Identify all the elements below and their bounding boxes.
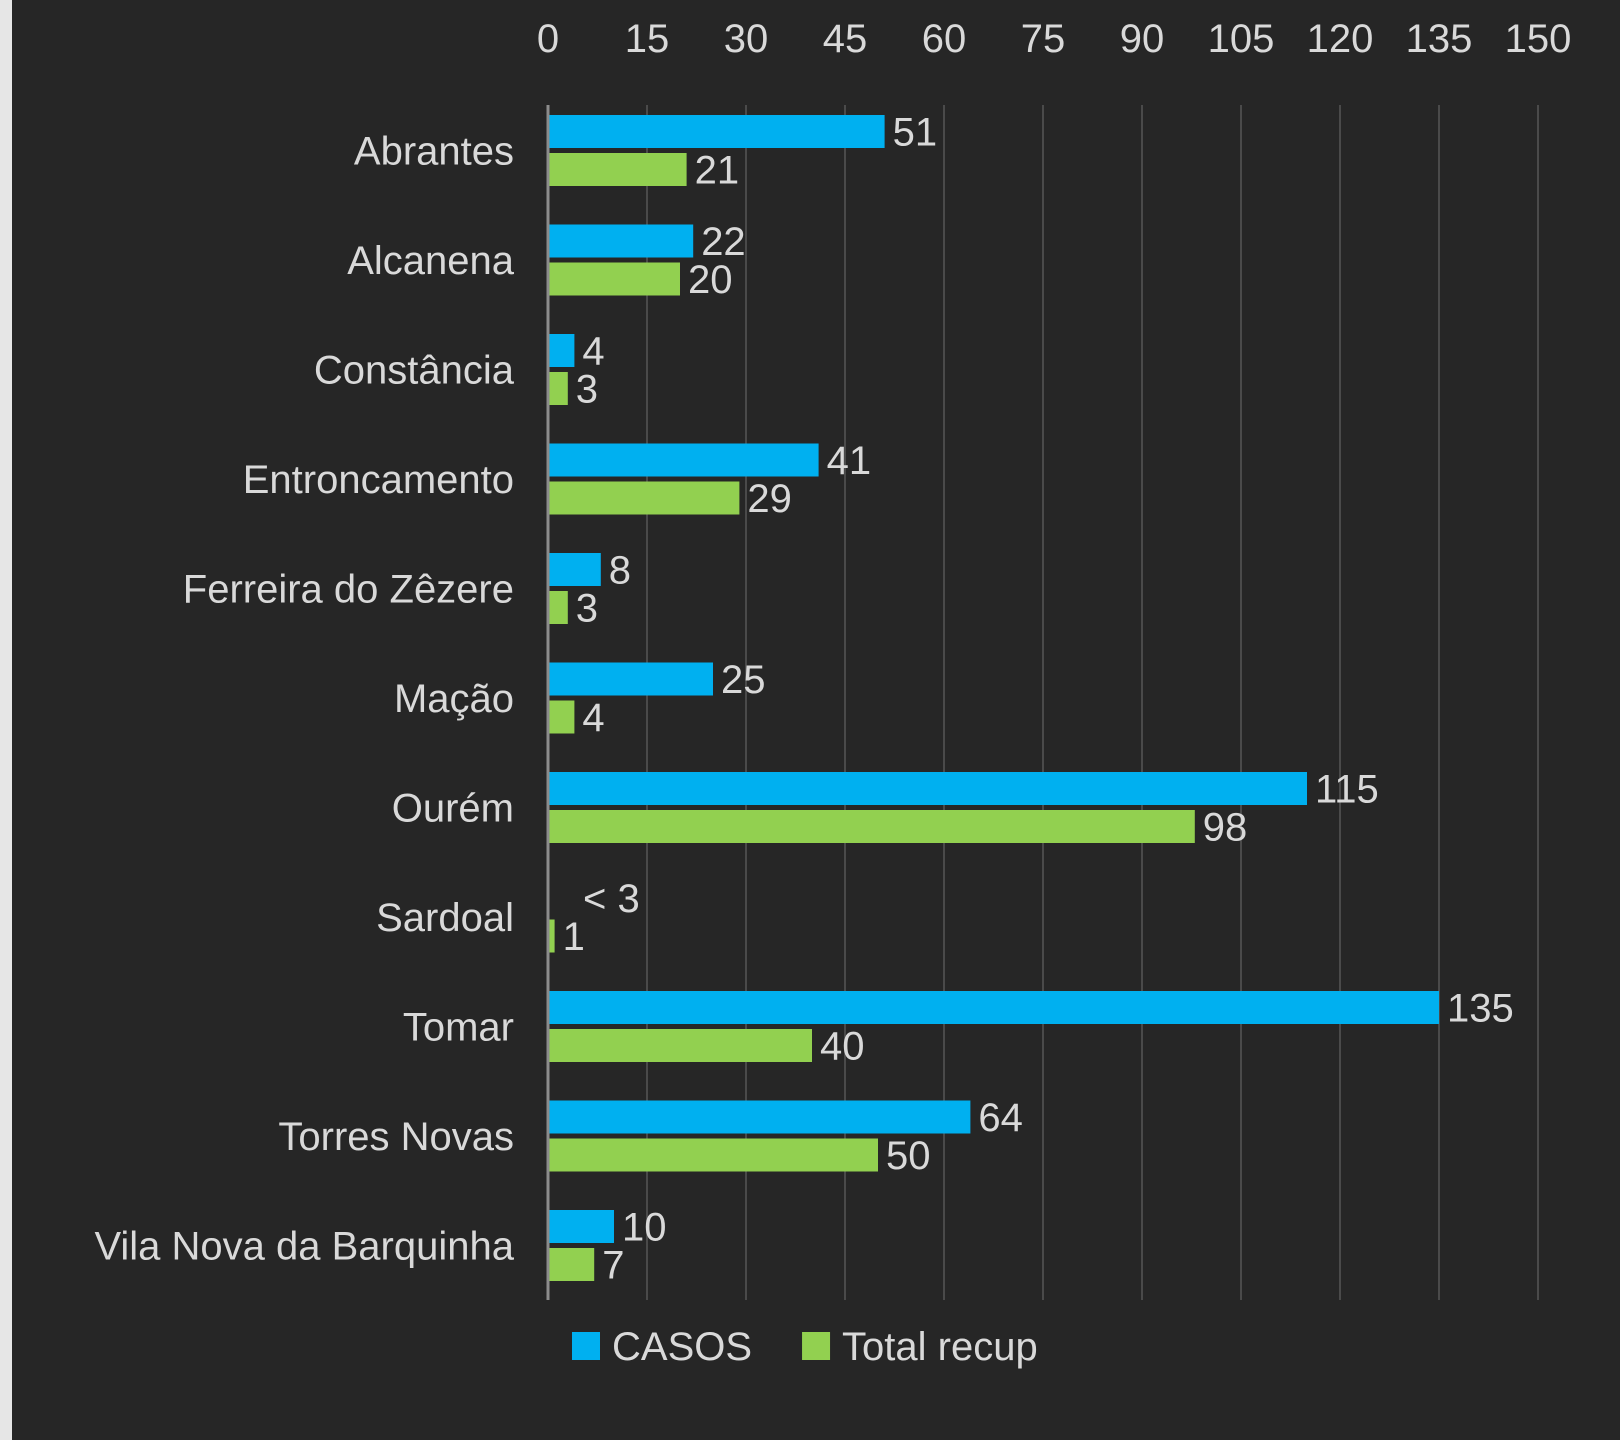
casos-data-label: < 3 (583, 877, 640, 921)
category-label: Entroncamento (243, 458, 514, 502)
total-recup-bar (548, 262, 680, 296)
legend-swatch-casos (572, 1332, 600, 1360)
legend-label-total-recup: Total recup (842, 1325, 1038, 1369)
legend-swatch-total-recup (802, 1332, 831, 1360)
x-tick-label: 60 (922, 17, 967, 61)
total-recup-bar (548, 591, 568, 624)
casos-bar (548, 1210, 614, 1243)
casos-bar (548, 224, 694, 258)
legend: CASOS Total recup (572, 1325, 1038, 1369)
category-label: Torres Novas (278, 1115, 514, 1159)
bar-chart: 0 15 30 45 60 75 90 105 120 135 150 AbrantesAlcane… (94, 17, 1572, 1369)
category-label: Abrantes (354, 130, 514, 174)
x-tick-label: 45 (823, 17, 868, 61)
casos-bar (548, 991, 1439, 1024)
total-recup-bar (548, 372, 568, 405)
total-recup-bar (548, 1029, 812, 1062)
total-recup-data-label: 1 (563, 915, 585, 959)
category-label: Mação (394, 677, 514, 721)
category-label: Vila Nova da Barquinha (94, 1225, 514, 1269)
casos-data-label: 22 (701, 220, 746, 264)
total-recup-data-label: 3 (576, 587, 598, 631)
category-label: Alcanena (347, 239, 515, 283)
total-recup-data-label: 21 (695, 149, 740, 193)
x-tick-label: 150 (1505, 17, 1572, 61)
casos-data-label: 4 (582, 330, 604, 374)
x-tick-label: 15 (625, 17, 670, 61)
x-tick-label: 0 (537, 17, 559, 61)
total-recup-data-label: 29 (747, 477, 792, 521)
casos-data-label: 41 (827, 439, 872, 483)
gridlines (646, 105, 1539, 1300)
category-labels: Abrantes Alcanena Constância Entroncamento F… (94, 130, 514, 1269)
casos-data-label: 135 (1447, 987, 1514, 1031)
total-recup-bar (548, 700, 575, 734)
total-recup-bar (548, 1248, 595, 1281)
total-recup-bar (548, 810, 1195, 843)
casos-bar (548, 772, 1307, 805)
x-tick-label: 30 (724, 17, 769, 61)
category-label: Constância (314, 349, 515, 393)
category-label: Sardoal (376, 896, 514, 940)
total-recup-bar (548, 153, 687, 186)
total-recup-data-label: 40 (820, 1025, 865, 1069)
total-recup-bar (548, 1138, 878, 1172)
casos-bar (548, 115, 885, 148)
casos-data-label: 8 (609, 549, 631, 593)
total-recup-data-label: 4 (582, 696, 604, 740)
total-recup-data-label: 7 (602, 1244, 624, 1288)
x-tick-label: 90 (1120, 17, 1165, 61)
x-tick-label: 75 (1021, 17, 1066, 61)
total-recup-bar (548, 481, 740, 515)
casos-bar (548, 553, 601, 586)
category-label: Tomar (403, 1006, 514, 1050)
category-label: Ourém (392, 787, 514, 831)
casos-bar (548, 1100, 971, 1134)
total-recup-data-label: 20 (688, 258, 733, 302)
casos-bar (548, 443, 819, 477)
casos-data-label: 10 (622, 1206, 667, 1250)
total-recup-bar (548, 919, 555, 953)
casos-data-label: 115 (1315, 768, 1379, 812)
x-tick-label: 105 (1208, 17, 1275, 61)
bars (548, 115, 1439, 1281)
x-axis-ticks: 0 15 30 45 60 75 90 105 120 135 150 (537, 17, 1572, 61)
category-label: Ferreira do Zêzere (183, 568, 514, 612)
x-tick-label: 135 (1406, 17, 1473, 61)
casos-data-label: 25 (721, 658, 766, 702)
total-recup-data-label: 50 (886, 1134, 931, 1178)
casos-bar (548, 334, 575, 367)
x-tick-label: 120 (1307, 17, 1374, 61)
casos-data-label: 51 (893, 111, 938, 155)
total-recup-data-label: 3 (576, 368, 598, 412)
legend-label-casos: CASOS (612, 1325, 752, 1369)
total-recup-data-label: 98 (1203, 806, 1248, 850)
chart-area: 0 15 30 45 60 75 90 105 120 135 150 Abrantes Alcane… (12, 0, 1620, 1440)
casos-data-label: 64 (978, 1096, 1023, 1140)
casos-bar (548, 662, 713, 696)
